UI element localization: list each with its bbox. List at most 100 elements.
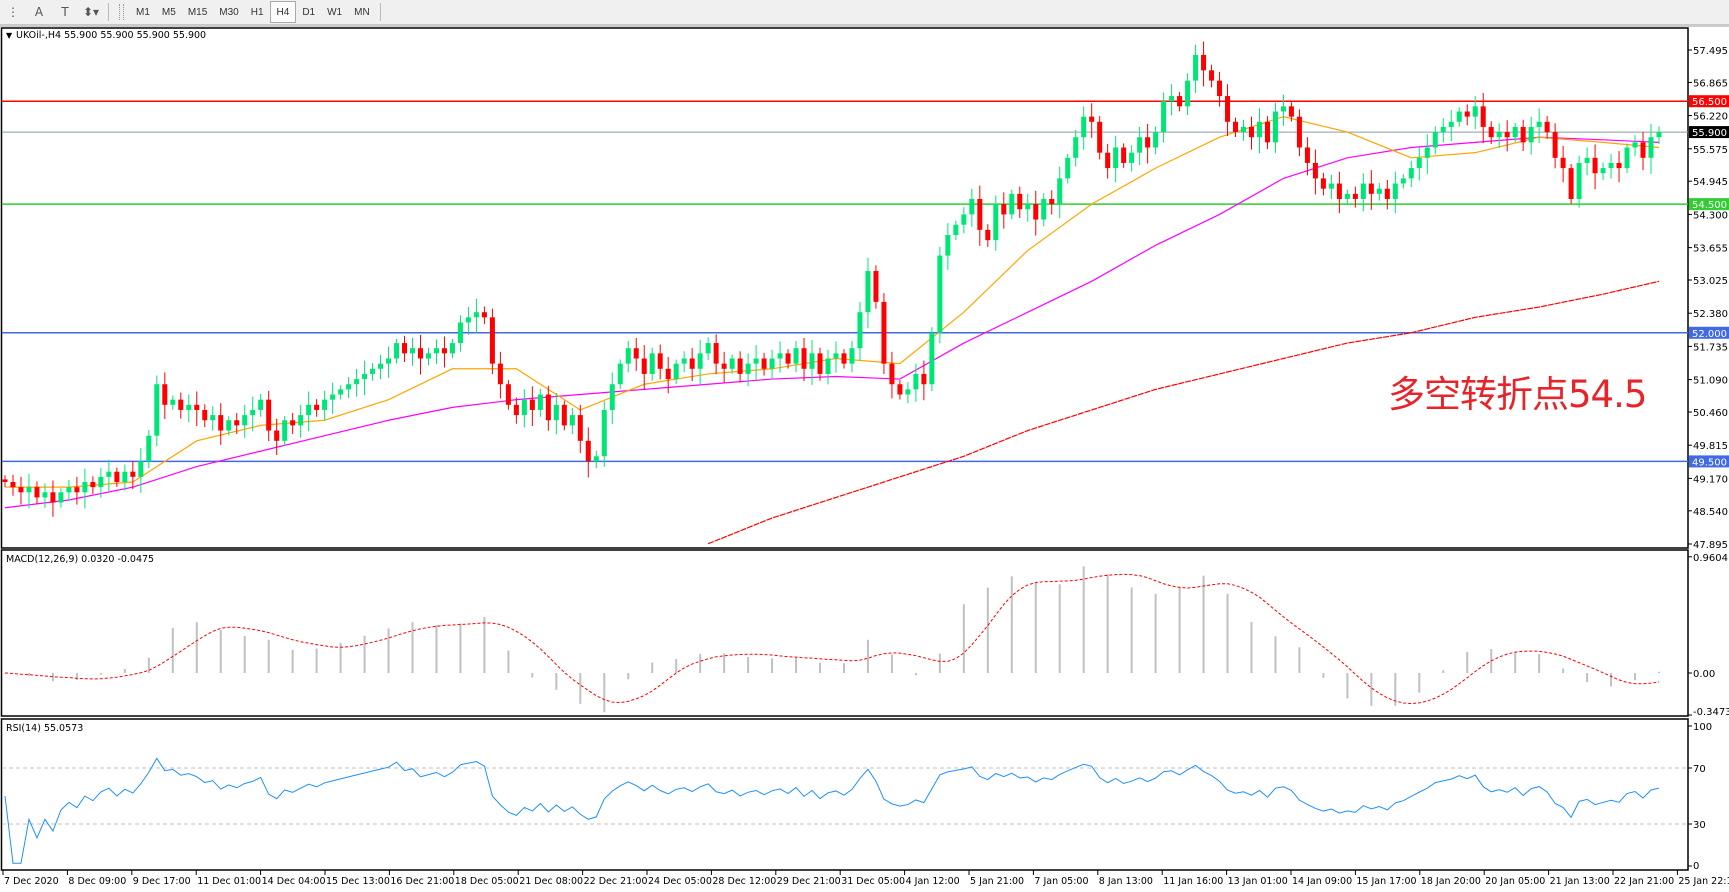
- bullish-candle: [465, 307, 471, 335]
- bearish-candle: [1464, 104, 1470, 126]
- candle-body: [1472, 106, 1478, 117]
- bullish-candle: [569, 407, 575, 435]
- bullish-candle: [1576, 155, 1582, 208]
- candle-body: [1201, 54, 1207, 71]
- timeframe-m1[interactable]: M1: [136, 6, 150, 18]
- bearish-candle: [202, 404, 208, 428]
- timeframe-m15[interactable]: M15: [187, 6, 208, 18]
- candle-body: [425, 353, 431, 359]
- bullish-candle: [258, 393, 264, 417]
- candle-body: [1544, 121, 1550, 133]
- bullish-candle: [857, 301, 863, 361]
- candle-body: [801, 348, 807, 369]
- candle-body: [809, 353, 815, 369]
- candle-body: [753, 358, 759, 364]
- price-tag-label: 49.500: [1692, 457, 1727, 468]
- bearish-candle: [1296, 109, 1302, 157]
- candle-body: [330, 394, 336, 400]
- time-axis-label: 22 Dec 21:00: [584, 876, 648, 887]
- text-label-icon[interactable]: T: [61, 5, 69, 19]
- bullish-candle: [1584, 147, 1590, 176]
- macd-signal-line: [4, 573, 1660, 705]
- candle-body: [1169, 96, 1175, 102]
- bearish-candle: [545, 385, 551, 431]
- toolbar: ⋮ A T ⬍▾ M1 M5 M15 M30 H1 H4 D1 W1 MN: [0, 0, 1729, 25]
- grid-text-icon[interactable]: ⋮: [7, 5, 19, 19]
- price-axis-label: 49.815: [1693, 441, 1728, 452]
- candle-body: [945, 234, 951, 256]
- candle-body: [473, 312, 479, 318]
- candle-body: [378, 363, 384, 369]
- bearish-candle: [489, 308, 495, 375]
- bearish-candle: [1552, 123, 1558, 169]
- timeframe-mn[interactable]: MN: [354, 6, 370, 18]
- candle-body: [985, 229, 991, 241]
- candle-body: [521, 399, 527, 416]
- candle-body: [1256, 121, 1262, 138]
- arrows-icon[interactable]: ⬍▾: [82, 5, 100, 19]
- bullish-candle: [833, 341, 839, 373]
- candle-body: [601, 409, 607, 457]
- bearish-candle: [977, 185, 983, 246]
- price-axis-label: 54.300: [1693, 210, 1728, 221]
- bullish-candle: [1344, 189, 1350, 204]
- bullish-candle: [122, 464, 128, 491]
- timeframe-w1[interactable]: W1: [327, 6, 343, 18]
- bullish-candle: [138, 448, 144, 493]
- timeframe-m5[interactable]: M5: [161, 6, 176, 18]
- candle-body: [465, 317, 471, 323]
- bearish-candle: [737, 351, 743, 383]
- bullish-candle: [1512, 122, 1518, 143]
- bearish-candle: [1592, 144, 1598, 190]
- candle-body: [593, 456, 599, 462]
- candle-body: [865, 271, 871, 313]
- timeframe-m30[interactable]: M30: [219, 6, 239, 18]
- candle-body: [234, 420, 240, 426]
- toolbar-divider: [108, 3, 109, 21]
- bearish-candle: [801, 337, 807, 382]
- time-axis-label: 7 Jan 05:00: [1034, 876, 1088, 887]
- candle-body: [1464, 111, 1470, 117]
- bearish-candle: [497, 351, 503, 399]
- candle-body: [625, 348, 631, 364]
- bullish-candle: [617, 359, 623, 390]
- candle-body: [306, 404, 312, 416]
- time-axis-label: 13 Jan 01:00: [1228, 876, 1288, 887]
- bullish-candle: [649, 347, 655, 381]
- bullish-candle: [26, 473, 32, 509]
- candle-body: [1057, 178, 1063, 205]
- price-tag-label: 54.500: [1692, 200, 1727, 211]
- bearish-candle: [1177, 91, 1183, 112]
- time-axis-label: 11 Dec 01:00: [197, 876, 261, 887]
- candle-body: [505, 384, 511, 405]
- bearish-candle: [1145, 123, 1151, 164]
- candle-body: [1336, 183, 1342, 199]
- timeframe-d1[interactable]: D1: [302, 6, 316, 18]
- bullish-candle: [457, 315, 463, 352]
- candle-body: [1312, 162, 1318, 179]
- price-chart[interactable]: 57.495 56.865 56.220 55.575 54.945 54.300 53.6…: [0, 24, 1729, 892]
- candle-body: [657, 353, 663, 369]
- bullish-candle: [250, 396, 256, 432]
- text-icon[interactable]: A: [34, 5, 44, 19]
- bearish-candle: [314, 399, 320, 417]
- bearish-candle: [1616, 151, 1622, 183]
- timeframe-h4[interactable]: H4: [269, 1, 297, 23]
- toolbar-grip[interactable]: [119, 4, 124, 20]
- bullish-candle: [386, 346, 392, 378]
- candle-body: [170, 399, 176, 405]
- bearish-candle: [1209, 64, 1215, 88]
- candle-body: [745, 363, 751, 374]
- candle-body: [641, 358, 647, 374]
- bullish-candle: [929, 327, 935, 392]
- candle-body: [1296, 116, 1302, 148]
- bullish-candle: [473, 298, 479, 334]
- timeframe-h1[interactable]: H1: [250, 6, 264, 18]
- bullish-candle: [1185, 73, 1191, 115]
- bearish-candle: [921, 360, 927, 401]
- bearish-candle: [585, 427, 591, 478]
- bullish-candle: [1456, 107, 1462, 127]
- candle-body: [1376, 188, 1382, 194]
- bullish-candle: [170, 395, 176, 410]
- bullish-candle: [1376, 183, 1382, 201]
